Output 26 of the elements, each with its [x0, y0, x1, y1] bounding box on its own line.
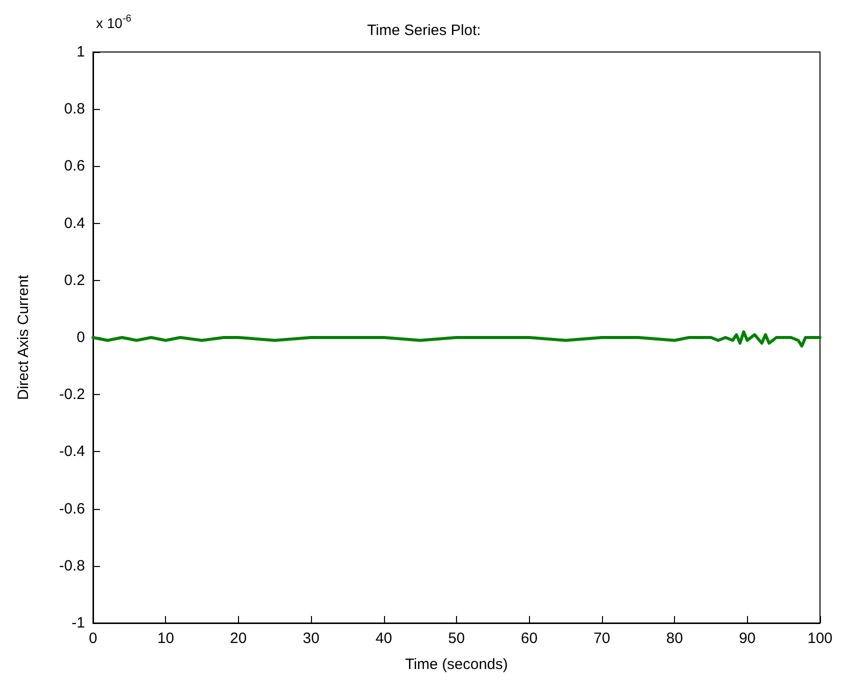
x-tick-label: 50	[448, 630, 465, 647]
y-tick-label: -0.4	[59, 443, 85, 460]
y-tick-label: 0.6	[64, 158, 85, 175]
x-tick-label: 0	[88, 630, 98, 647]
x-tick-label: 90	[738, 630, 756, 647]
x-tick-label: 30	[302, 630, 320, 647]
chart-title: Time Series Plot:	[367, 22, 481, 39]
x-tick-label: 100	[807, 630, 833, 647]
x-tick-label: 70	[594, 630, 610, 647]
x-tick-label: 10	[157, 630, 174, 647]
y-tick-label: -0.2	[59, 386, 85, 404]
y-tick-label: -0.8	[59, 557, 85, 574]
y-tick-label: -0.6	[59, 500, 85, 518]
y-tick-label: -1	[72, 614, 85, 632]
x-tick-label: 20	[230, 630, 247, 647]
y-tick-label: 1	[76, 44, 85, 60]
x-tick-label: 60	[520, 630, 538, 647]
y-tick-label: 0	[76, 329, 85, 346]
y-tick-label: 0.4	[64, 214, 85, 232]
x-tick-label: 80	[666, 630, 683, 647]
line-series	[92, 330, 822, 348]
x-tick-label: 40	[375, 630, 392, 647]
y-tick-label: 0.8	[64, 100, 85, 118]
y-axis-title: Direct Axis Current	[15, 274, 32, 400]
x-axis-title: Time (seconds)	[405, 656, 508, 673]
y-tick-label: 0.2	[64, 272, 85, 289]
